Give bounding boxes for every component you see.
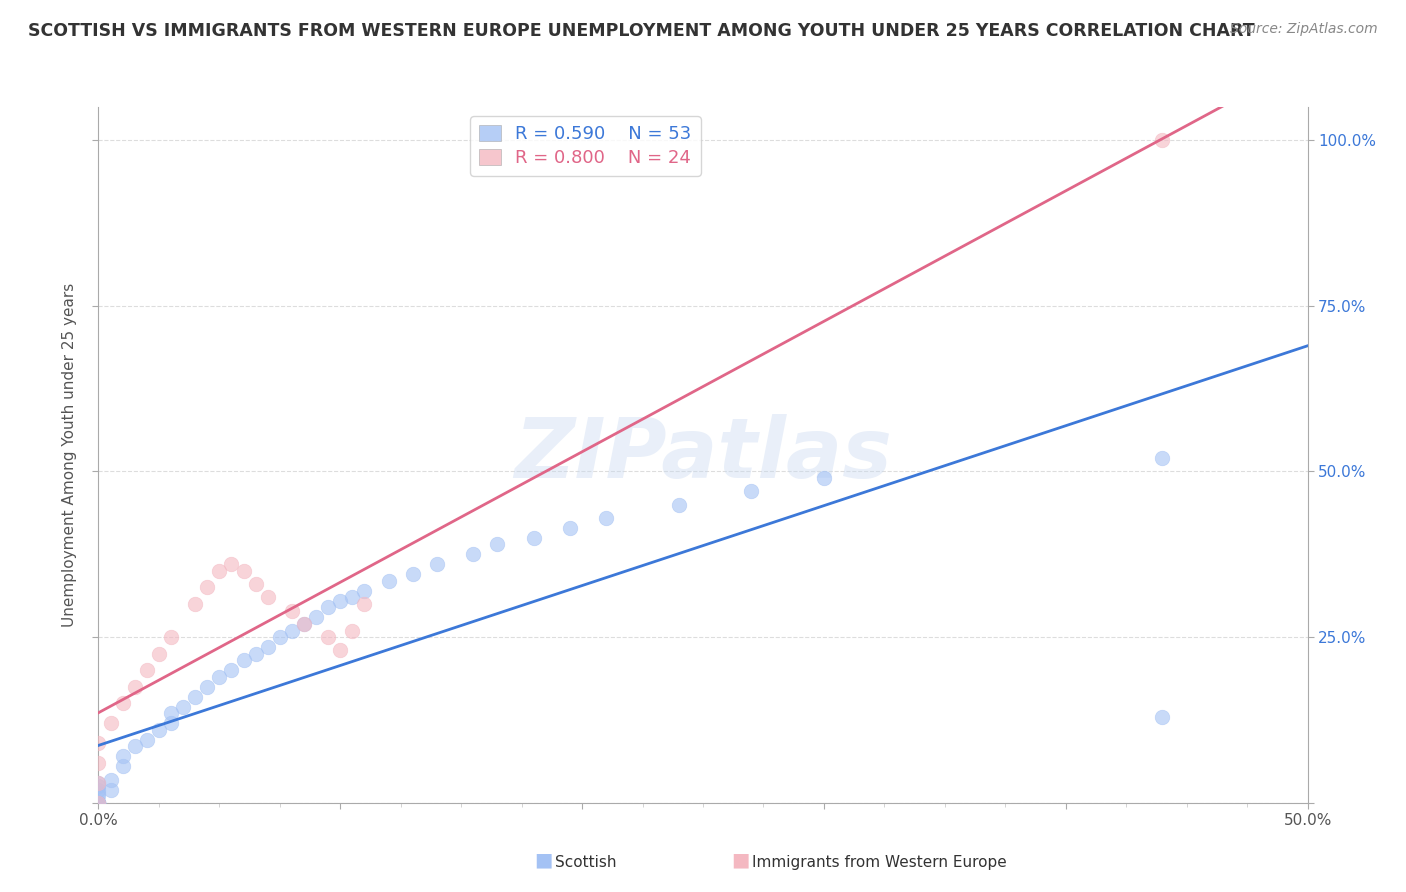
Point xyxy=(100,782,122,797)
Point xyxy=(316,630,339,644)
Point xyxy=(402,567,425,582)
Point xyxy=(316,600,339,615)
Point xyxy=(160,706,183,721)
Point xyxy=(195,680,218,694)
Point xyxy=(426,558,449,572)
Point xyxy=(292,616,315,631)
Y-axis label: Unemployment Among Youth under 25 years: Unemployment Among Youth under 25 years xyxy=(62,283,77,627)
Point xyxy=(148,647,170,661)
Point xyxy=(87,786,110,800)
Point xyxy=(87,796,110,810)
Point xyxy=(353,583,375,598)
Point xyxy=(1152,133,1174,147)
Point xyxy=(87,796,110,810)
Point xyxy=(87,776,110,790)
Point xyxy=(256,591,278,605)
Point xyxy=(329,593,352,607)
Point xyxy=(87,736,110,750)
Point xyxy=(111,749,134,764)
Point xyxy=(558,521,581,535)
Point xyxy=(281,624,304,638)
Point xyxy=(232,653,254,667)
Point xyxy=(668,498,690,512)
Point xyxy=(342,591,364,605)
Point xyxy=(184,597,207,611)
Point xyxy=(245,577,267,591)
Point xyxy=(208,670,231,684)
Point xyxy=(87,782,110,797)
Point xyxy=(377,574,399,588)
Point xyxy=(87,796,110,810)
Text: Scottish: Scottish xyxy=(555,855,617,870)
Point xyxy=(329,643,352,657)
Point xyxy=(463,547,485,561)
Text: Immigrants from Western Europe: Immigrants from Western Europe xyxy=(752,855,1007,870)
Point xyxy=(111,697,134,711)
Point xyxy=(1152,451,1174,466)
Point xyxy=(353,597,375,611)
Point xyxy=(135,732,157,747)
Point xyxy=(292,616,315,631)
Point xyxy=(87,796,110,810)
Point xyxy=(124,739,146,754)
Text: ■: ■ xyxy=(731,851,749,870)
Point xyxy=(87,796,110,810)
Point xyxy=(100,716,122,731)
Point xyxy=(486,537,509,551)
Point xyxy=(160,716,183,731)
Point xyxy=(100,772,122,787)
Text: Source: ZipAtlas.com: Source: ZipAtlas.com xyxy=(1230,22,1378,37)
Point xyxy=(87,796,110,810)
Point xyxy=(232,564,254,578)
Point xyxy=(184,690,207,704)
Point xyxy=(523,531,546,545)
Point xyxy=(87,776,110,790)
Point xyxy=(87,789,110,804)
Point xyxy=(245,647,267,661)
Point xyxy=(195,581,218,595)
Legend: R = 0.590    N = 53, R = 0.800    N = 24: R = 0.590 N = 53, R = 0.800 N = 24 xyxy=(470,116,700,176)
Point xyxy=(87,779,110,793)
Point xyxy=(813,471,835,485)
Point xyxy=(595,511,617,525)
Text: ZIPatlas: ZIPatlas xyxy=(515,415,891,495)
Point xyxy=(87,796,110,810)
Point xyxy=(269,630,291,644)
Point xyxy=(87,796,110,810)
Point xyxy=(160,630,183,644)
Point xyxy=(135,663,157,677)
Point xyxy=(1152,709,1174,723)
Point xyxy=(124,680,146,694)
Point xyxy=(87,756,110,770)
Point xyxy=(208,564,231,578)
Point xyxy=(87,796,110,810)
Point xyxy=(221,558,243,572)
Point xyxy=(111,759,134,773)
Point xyxy=(172,699,194,714)
Text: SCOTTISH VS IMMIGRANTS FROM WESTERN EUROPE UNEMPLOYMENT AMONG YOUTH UNDER 25 YEA: SCOTTISH VS IMMIGRANTS FROM WESTERN EURO… xyxy=(28,22,1254,40)
Text: ■: ■ xyxy=(534,851,553,870)
Point xyxy=(740,484,762,499)
Point xyxy=(305,610,328,624)
Point xyxy=(87,796,110,810)
Point xyxy=(256,640,278,654)
Point xyxy=(87,796,110,810)
Point xyxy=(342,624,364,638)
Point xyxy=(148,723,170,737)
Point xyxy=(221,663,243,677)
Point xyxy=(281,604,304,618)
